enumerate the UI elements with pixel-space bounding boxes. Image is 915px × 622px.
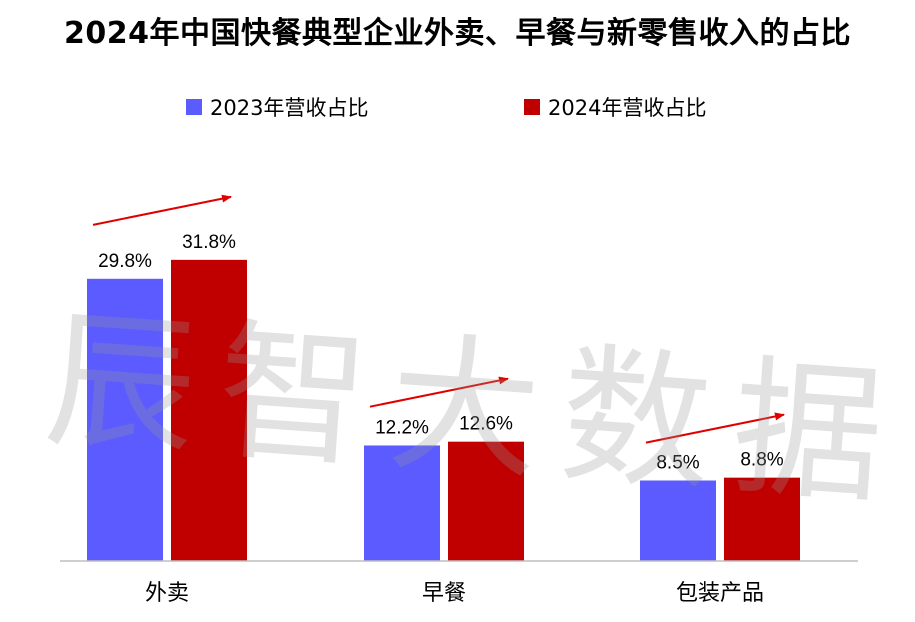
data-label-waimai-2024: 31.8%	[182, 232, 236, 253]
bar-baozhuang-2023	[640, 480, 716, 561]
trend-arrow-baozhuang	[645, 412, 785, 444]
bar-zaocan-2023	[364, 445, 440, 561]
legend-item-2023: 2023年营收占比	[186, 92, 368, 122]
legend-label-2024: 2024年营收占比	[548, 96, 707, 120]
legend: 2023年营收占比 2024年营收占比	[0, 92, 915, 124]
trend-arrow-zaocan	[369, 376, 509, 408]
data-label-zaocan-2024: 12.6%	[459, 414, 513, 435]
data-label-waimai-2023: 29.8%	[98, 251, 152, 272]
category-label-zaocan: 早餐	[422, 581, 466, 606]
data-label-baozhuang-2023: 8.5%	[656, 453, 699, 474]
chart-title: 2024年中国快餐典型企业外卖、早餐与新零售收入的占比	[64, 16, 851, 51]
trend-arrow-waimai	[92, 194, 232, 226]
bar-baozhuang-2024	[724, 477, 800, 561]
bar-waimai-2023	[87, 278, 163, 561]
legend-item-2024: 2024年营收占比	[524, 92, 706, 122]
legend-label-2023: 2023年营收占比	[210, 96, 369, 120]
bar-waimai-2024	[171, 259, 247, 561]
category-label-waimai: 外卖	[145, 581, 189, 606]
bar-zaocan-2024	[448, 441, 524, 561]
data-label-zaocan-2023: 12.2%	[375, 417, 429, 438]
legend-swatch-2023	[186, 99, 202, 115]
category-label-baozhuang: 包装产品	[676, 581, 764, 606]
legend-swatch-2024	[524, 99, 540, 115]
data-label-baozhuang-2024: 8.8%	[740, 450, 783, 471]
